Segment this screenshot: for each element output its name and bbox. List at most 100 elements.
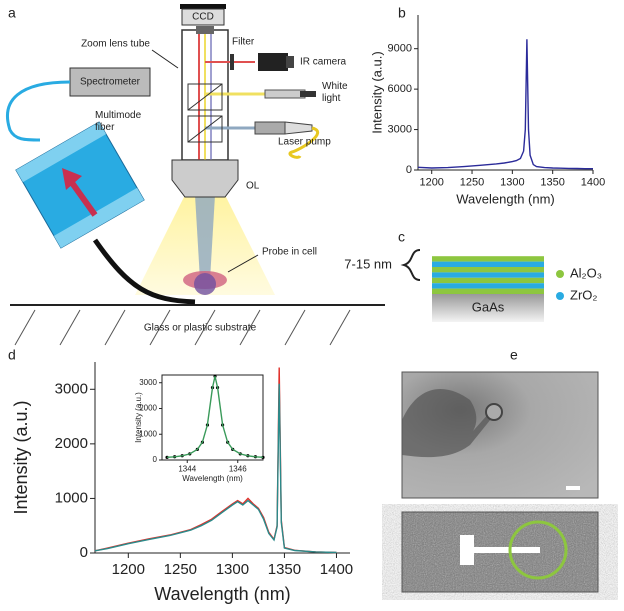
layer: [432, 272, 544, 278]
ir-camera: [258, 53, 288, 71]
white-light: [300, 91, 316, 97]
layer: [432, 256, 544, 262]
x-tick-label: 1250: [164, 561, 197, 578]
label: Laser pump: [278, 137, 331, 148]
panel-label: d: [8, 347, 16, 363]
filter-block: [196, 26, 214, 34]
sphere: [485, 403, 503, 421]
legend-swatch: [556, 292, 564, 300]
objective: [171, 159, 239, 198]
data-point: [165, 455, 169, 459]
legend-swatch: [556, 270, 564, 278]
arrow: [67, 178, 98, 217]
data-line: [94, 383, 337, 554]
y-tick-label: 6000: [388, 83, 412, 95]
layers: [432, 256, 544, 294]
y-tick-label: 2000: [139, 404, 157, 413]
x-tick-label: 1400: [320, 561, 353, 578]
x-axis-label: Wavelength (nm): [456, 191, 555, 206]
probe: [460, 535, 474, 565]
layer: [432, 283, 544, 289]
laser-cable: [288, 126, 320, 159]
x-tick-label: 1200: [419, 177, 443, 189]
label: Spectrometer: [80, 77, 141, 88]
beam: [195, 195, 215, 280]
arrow: [62, 168, 82, 190]
ccd-bar: [180, 4, 226, 9]
panel-label: c: [398, 229, 405, 245]
laser: [284, 121, 313, 135]
layer: [432, 277, 544, 284]
y-axis-label: Intensity (a.u.): [134, 392, 143, 443]
splitter: [187, 83, 223, 111]
probe: [474, 547, 540, 553]
y-axis-label: Intensity (a.u.): [369, 51, 384, 133]
panel-label: a: [8, 5, 16, 21]
label: IR camera: [300, 57, 347, 68]
x-tick-label: 1346: [229, 465, 247, 474]
probe: [402, 388, 495, 458]
thickness-label: 7-15 nm: [344, 256, 392, 271]
x-axis-label: Wavelength (nm): [182, 474, 243, 483]
x-tick-label: 1250: [460, 177, 484, 189]
frame: [401, 511, 599, 593]
y-tick-label: 3000: [388, 123, 412, 135]
white-light: [264, 89, 306, 99]
schematic-a: CCD Zoom lens tube Filter IR camera Whit…: [6, 4, 385, 346]
x-tick-label: 1344: [178, 465, 196, 474]
label: OL: [246, 181, 260, 192]
y-tick-label: 1000: [55, 489, 88, 506]
scale-bar: [566, 486, 580, 490]
data-point: [261, 455, 265, 459]
image-f: [401, 511, 599, 593]
label: Glass or plastic substrate: [144, 323, 257, 334]
y-tick-label: 0: [153, 455, 158, 464]
ir-filter: [230, 54, 234, 70]
ccd: [181, 8, 225, 26]
pointer: [227, 254, 259, 273]
circle: [508, 520, 568, 580]
cell: [194, 273, 216, 295]
label: CCD: [192, 12, 214, 23]
x-tick-label: 1400: [581, 177, 605, 189]
splitter: [187, 115, 223, 143]
splitter: [187, 115, 223, 143]
legend-label: ZrO₂: [570, 287, 597, 302]
layer: [432, 267, 544, 273]
data-line: [417, 39, 593, 170]
spectrometer: [69, 67, 151, 97]
y-tick-label: 0: [406, 164, 412, 176]
y-tick-label: 3000: [55, 380, 88, 397]
schematic-c: GaAs 7-15 nm: [344, 249, 544, 322]
hatch: [14, 309, 351, 346]
fiber: [6, 80, 71, 142]
y-tick-label: 1000: [139, 429, 157, 438]
substrate-label: GaAs: [472, 299, 505, 314]
label: Zoom lens tube: [81, 39, 150, 50]
ir-camera: [286, 56, 294, 68]
layer: [432, 288, 544, 294]
x-tick-label: 1300: [500, 177, 524, 189]
panel-label: e: [510, 347, 518, 363]
pointer: [151, 49, 179, 69]
y-axis-label: Intensity (a.u.): [11, 400, 31, 514]
fiber-cable: [92, 238, 196, 305]
y-tick-label: 2000: [55, 435, 88, 452]
x-tick-label: 1200: [112, 561, 145, 578]
image-e: [401, 371, 599, 499]
y-tick-label: 0: [80, 544, 88, 561]
label: Multimode fiber: [95, 110, 142, 133]
layer: [432, 261, 544, 267]
x-tick-label: 1350: [268, 561, 301, 578]
x-axis-label: Wavelength (nm): [154, 584, 290, 604]
brace: [400, 249, 421, 281]
label: Probe in cell: [262, 247, 317, 258]
splitter: [187, 83, 223, 111]
data-line: [167, 376, 264, 458]
substrate: [432, 294, 544, 322]
laser: [254, 121, 286, 135]
x-tick-label: 1350: [540, 177, 564, 189]
x-tick-label: 1300: [216, 561, 249, 578]
label: Filter: [232, 37, 255, 48]
